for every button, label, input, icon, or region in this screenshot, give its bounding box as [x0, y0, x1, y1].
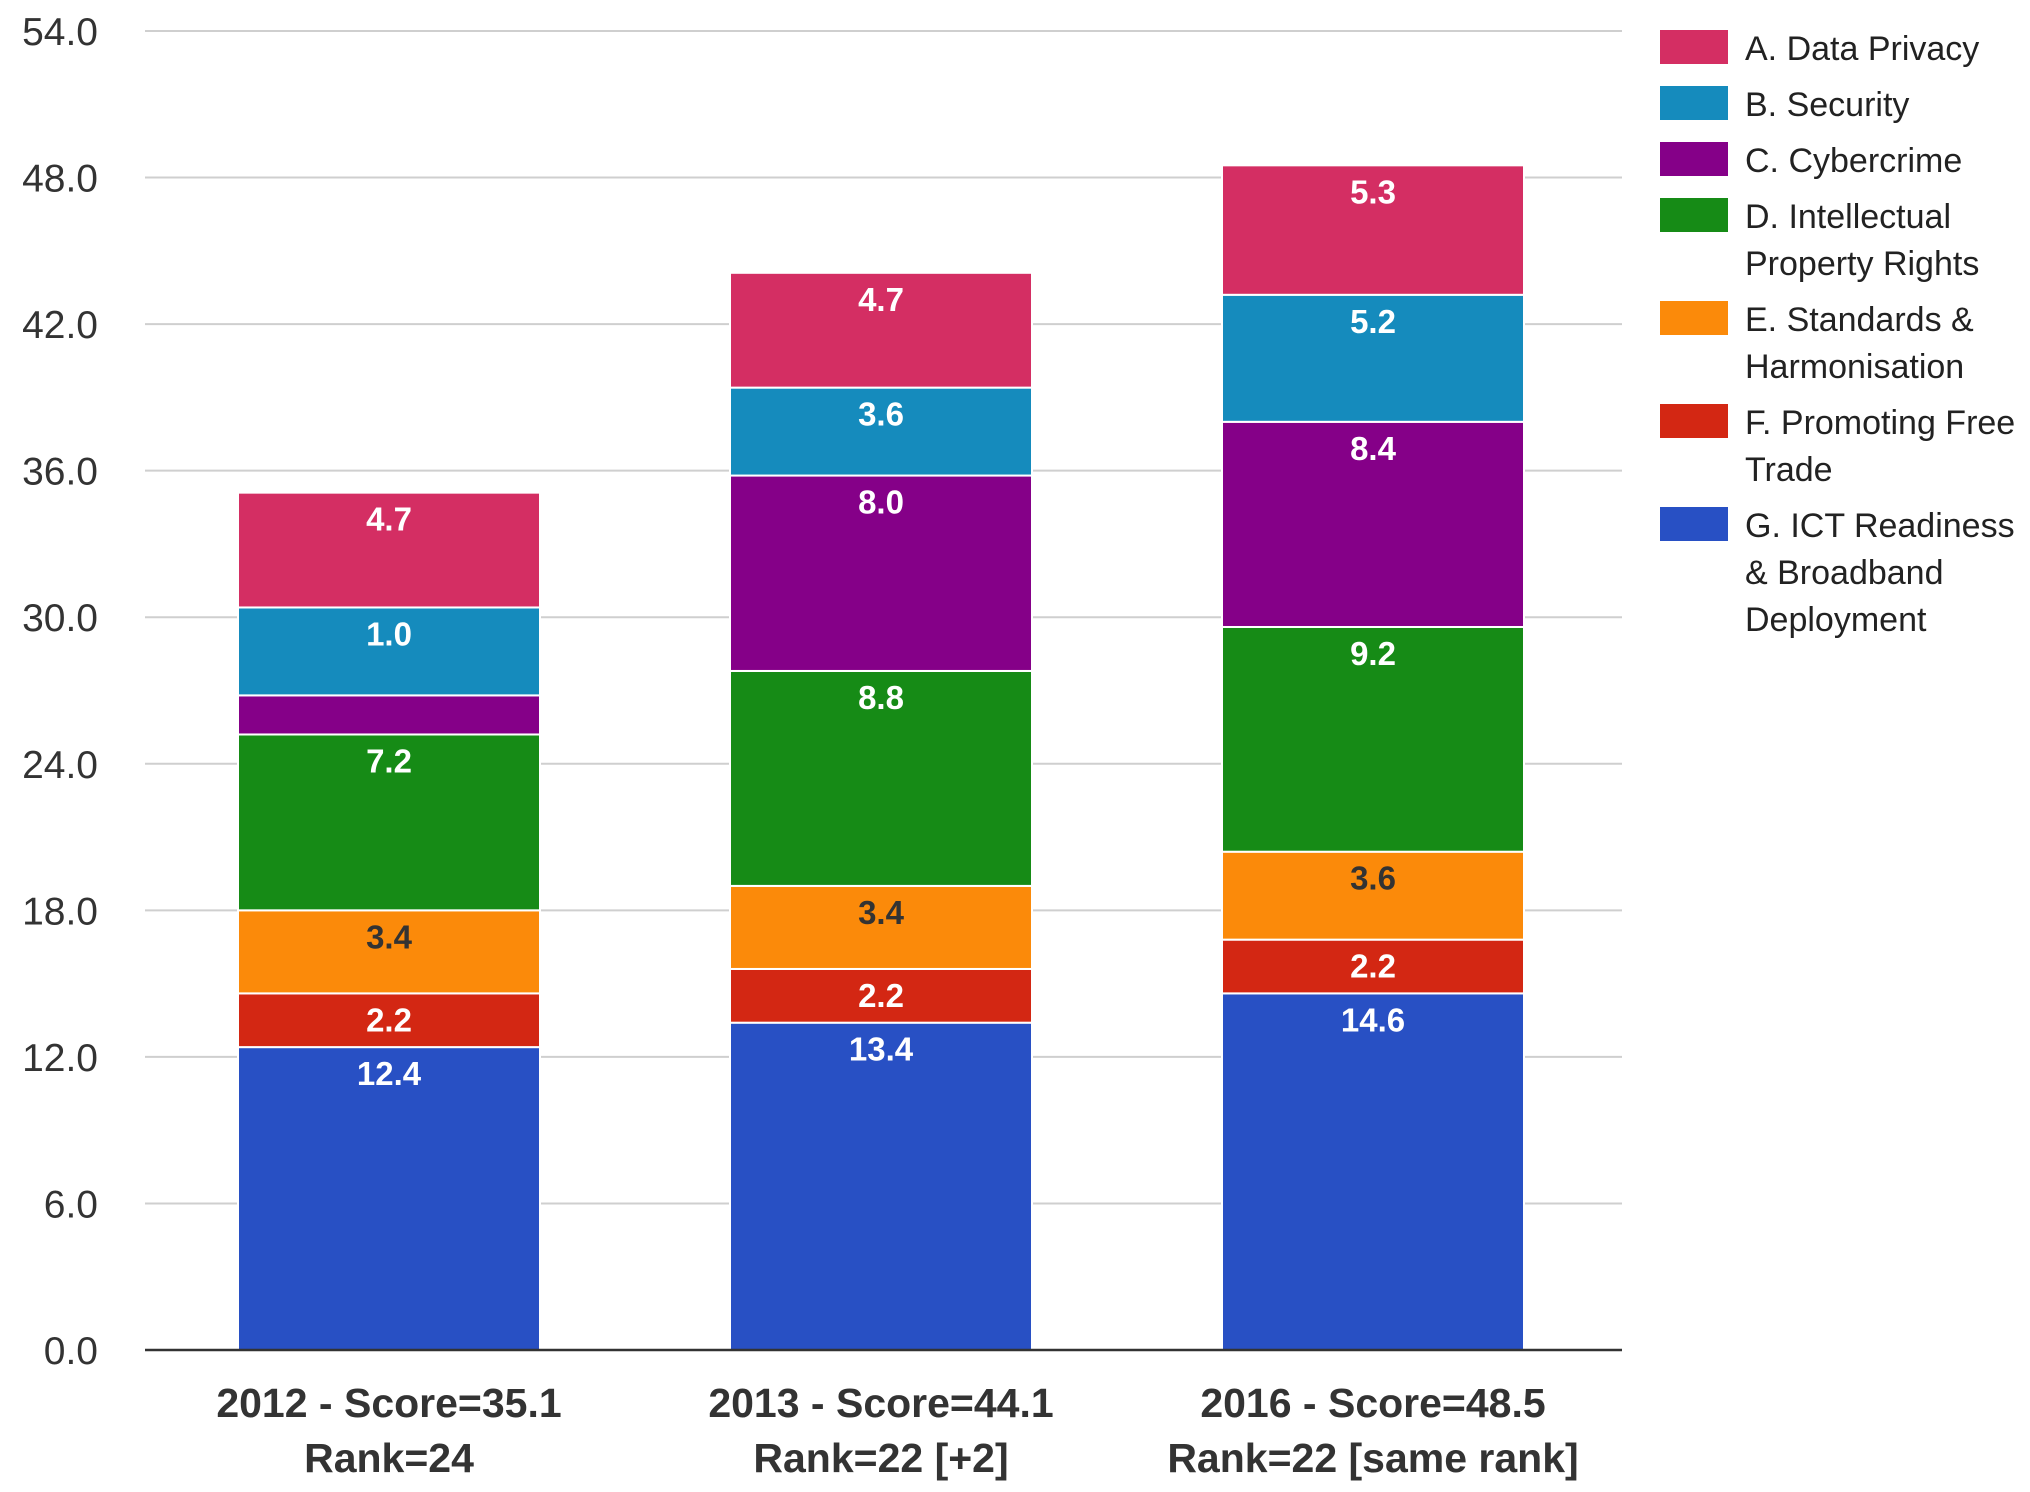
y-tick-label: 42.0 — [22, 304, 98, 347]
y-tick-label: 24.0 — [22, 744, 98, 787]
y-tick-label: 6.0 — [44, 1183, 98, 1226]
bar-segment — [729, 271, 1033, 389]
data-label: 3.4 — [366, 918, 413, 955]
bar-segment — [1221, 938, 1525, 995]
legend-label: F. Promoting Free — [1745, 404, 2015, 442]
y-tick-label: 54.0 — [22, 11, 98, 54]
bar-segment — [729, 669, 1033, 887]
data-label: 3.6 — [1350, 860, 1396, 897]
data-labels: 12.4 2.2 3.4 7.2 1.0 4.7 13.4 2.2 3.4 8.8 8.0 3.6 4.… — [357, 173, 1405, 1092]
data-label: 12.4 — [357, 1055, 422, 1092]
x-tick-label: Rank=22 [same rank] — [1167, 1435, 1578, 1481]
bar-segment — [729, 386, 1033, 477]
legend-label: E. Standards & — [1745, 301, 1974, 339]
data-label: 2.2 — [858, 977, 904, 1014]
bar-segment — [1221, 992, 1525, 1351]
bar-segment — [1221, 625, 1525, 853]
data-label: 5.3 — [1350, 173, 1396, 210]
x-axis: 2012 - Score=35.1 Rank=24 2013 - Score=44.… — [145, 1348, 1622, 1481]
y-axis: 0.0 6.0 12.0 18.0 24.0 30.0 36.0 42.0 48.0 54.0 — [22, 11, 98, 1373]
data-label: 3.6 — [858, 396, 904, 433]
legend-swatch — [1660, 507, 1728, 541]
bars — [237, 164, 1525, 1351]
legend-label: B. Security — [1745, 86, 1909, 124]
data-label: 13.4 — [849, 1031, 914, 1068]
legend-label: C. Cybercrime — [1745, 142, 1962, 180]
x-tick-label: Rank=22 [+2] — [753, 1435, 1008, 1481]
bar-segment — [1221, 850, 1525, 941]
bar-segment — [729, 967, 1033, 1024]
legend: A. Data Privacy B. Security C. Cybercrime D… — [1660, 30, 2015, 639]
legend-swatch — [1660, 30, 1728, 64]
legend-label: G. ICT Readiness — [1745, 507, 2015, 545]
bar-segment — [237, 909, 541, 995]
data-label: 2.2 — [366, 1001, 412, 1038]
y-tick-label: 18.0 — [22, 890, 98, 933]
x-tick-label: Rank=24 — [304, 1435, 474, 1481]
data-label: 3.4 — [858, 894, 905, 931]
y-tick-label: 0.0 — [44, 1330, 98, 1373]
bar-segment — [1221, 293, 1525, 423]
legend-swatch — [1660, 86, 1728, 120]
bar-segment — [729, 474, 1033, 672]
y-tick-label: 36.0 — [22, 451, 98, 494]
data-label: 14.6 — [1341, 1001, 1405, 1038]
data-label: 5.2 — [1350, 303, 1396, 340]
data-label: 1.0 — [366, 615, 412, 652]
legend-label: Deployment — [1745, 601, 1927, 639]
legend-label: A. Data Privacy — [1745, 30, 1979, 68]
legend-label: D. Intellectual — [1745, 198, 1951, 236]
x-tick-label: 2012 - Score=35.1 — [216, 1380, 561, 1426]
bar-segment — [1221, 420, 1525, 628]
legend-label: Harmonisation — [1745, 348, 1964, 386]
x-tick-label: 2016 - Score=48.5 — [1200, 1380, 1545, 1426]
bar-segment — [237, 1046, 541, 1351]
y-tick-label: 30.0 — [22, 597, 98, 640]
bar-segment — [237, 606, 541, 697]
x-tick-label: 2013 - Score=44.1 — [708, 1380, 1053, 1426]
bar-segment — [237, 992, 541, 1049]
bar-segment — [237, 733, 541, 912]
legend-swatch — [1660, 142, 1728, 176]
y-tick-label: 48.0 — [22, 158, 98, 201]
data-label: 2.2 — [1350, 948, 1396, 985]
data-label: 7.2 — [366, 742, 412, 779]
y-tick-label: 12.0 — [22, 1037, 98, 1080]
data-label: 8.0 — [858, 484, 904, 521]
legend-swatch — [1660, 198, 1728, 232]
data-label: 8.4 — [1350, 430, 1397, 467]
legend-label: Trade — [1745, 451, 1833, 489]
bar-segment — [729, 1021, 1033, 1351]
legend-swatch — [1660, 301, 1728, 335]
bar-segment — [237, 694, 541, 736]
data-label: 9.2 — [1350, 635, 1396, 672]
legend-swatch — [1660, 404, 1728, 438]
data-label: 8.8 — [858, 679, 904, 716]
legend-label: Property Rights — [1745, 245, 1979, 283]
bar-segment — [1221, 164, 1525, 296]
legend-label: & Broadband — [1745, 554, 1944, 592]
data-label: 4.7 — [858, 281, 904, 318]
bar-segment — [237, 491, 541, 609]
data-label: 4.7 — [366, 501, 412, 538]
